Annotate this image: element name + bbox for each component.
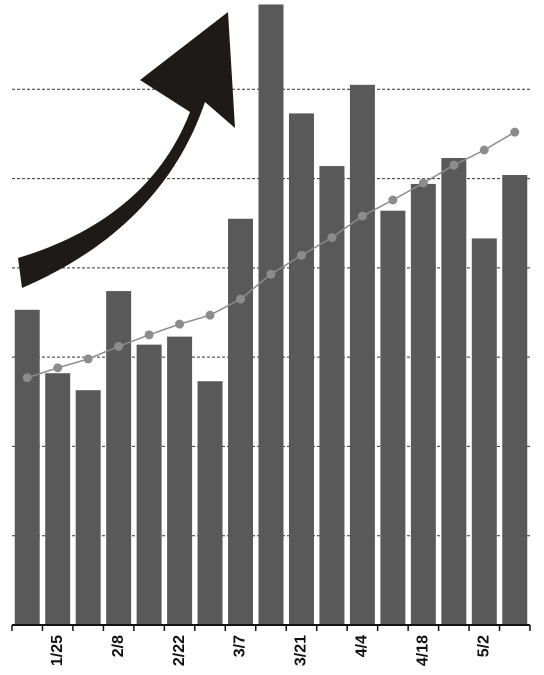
trend-point <box>205 310 215 320</box>
x-tick-label: 3/7 <box>232 635 249 657</box>
trend-point <box>114 341 124 351</box>
trend-point <box>53 363 63 373</box>
x-tick-label: 3/21 <box>293 635 310 666</box>
bar <box>136 344 162 625</box>
bar <box>471 238 497 625</box>
bar <box>197 381 223 625</box>
bar <box>45 373 71 625</box>
bar <box>410 183 436 625</box>
x-tick-label: 1/25 <box>49 635 66 666</box>
trend-point <box>83 354 93 364</box>
trend-point <box>296 250 306 260</box>
trend-point <box>388 195 398 205</box>
trend-point <box>175 319 185 329</box>
trend-point <box>449 160 459 170</box>
bar <box>167 336 193 625</box>
x-tick-label: 5/2 <box>476 635 493 657</box>
bar <box>441 158 467 626</box>
bar <box>14 309 40 625</box>
trend-point <box>418 178 428 188</box>
bar <box>288 113 314 626</box>
trend-point <box>22 373 32 383</box>
trend-point <box>236 294 246 304</box>
bar <box>380 210 406 625</box>
x-tick-label: 2/8 <box>110 635 127 657</box>
x-tick-label: 2/22 <box>171 635 188 666</box>
x-tick-label: 4/4 <box>354 635 371 657</box>
trend-point <box>266 269 276 279</box>
bar <box>258 4 284 625</box>
trend-arrow <box>18 12 235 288</box>
x-tick-label: 4/18 <box>415 635 432 666</box>
bar <box>502 175 528 625</box>
bar <box>106 291 132 625</box>
bar <box>349 84 375 626</box>
plot-area: 1/25 2/8 2/22 3/7 3/21 4/4 4/18 5/2 <box>11 4 531 666</box>
bar <box>75 390 101 625</box>
trend-point <box>144 330 154 340</box>
trend-point <box>510 127 520 137</box>
trend-point <box>357 211 367 221</box>
trend-point <box>479 145 489 155</box>
bar <box>228 218 254 625</box>
trend-point <box>327 233 337 242</box>
